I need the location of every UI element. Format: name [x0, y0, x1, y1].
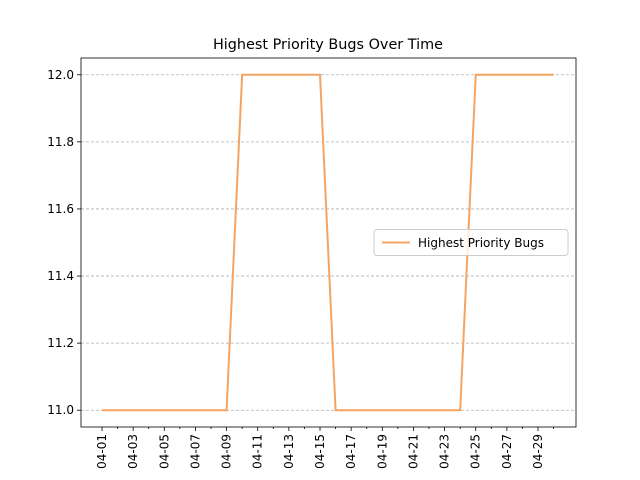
- y-tick-label: 12.0: [47, 68, 74, 82]
- x-tick-label: 04-01: [95, 434, 109, 469]
- x-tick-label: 04-13: [282, 434, 296, 469]
- data-line: [102, 73, 554, 412]
- x-tick-label: 04-29: [531, 434, 545, 469]
- legend: Highest Priority Bugs: [373, 229, 569, 256]
- y-tick-label: 11.4: [47, 269, 74, 283]
- x-tick-label: 04-25: [469, 434, 483, 469]
- legend-label: Highest Priority Bugs: [418, 236, 544, 250]
- y-tick-label: 11.8: [47, 135, 74, 149]
- chart-title: Highest Priority Bugs Over Time: [213, 37, 443, 53]
- x-tick-label: 04-07: [188, 434, 202, 469]
- y-tick-label: 11.2: [47, 336, 74, 350]
- axes-frame: [80, 57, 577, 428]
- x-tick-label: 04-17: [344, 434, 358, 469]
- x-tick-label: 04-09: [220, 434, 234, 469]
- x-tick-label: 04-23: [438, 434, 452, 469]
- x-tick-label: 04-11: [251, 434, 265, 469]
- x-tick-label: 04-15: [313, 434, 327, 469]
- y-tick-label: 11.0: [47, 403, 74, 417]
- x-tick-label: 04-05: [157, 434, 171, 469]
- x-tick-label: 04-27: [500, 434, 514, 469]
- x-tick-label: 04-21: [406, 434, 420, 469]
- x-tick-label: 04-19: [375, 434, 389, 469]
- legend-box: [373, 229, 569, 256]
- y-tick-label: 11.6: [47, 202, 74, 216]
- x-tick-label: 04-03: [126, 434, 140, 469]
